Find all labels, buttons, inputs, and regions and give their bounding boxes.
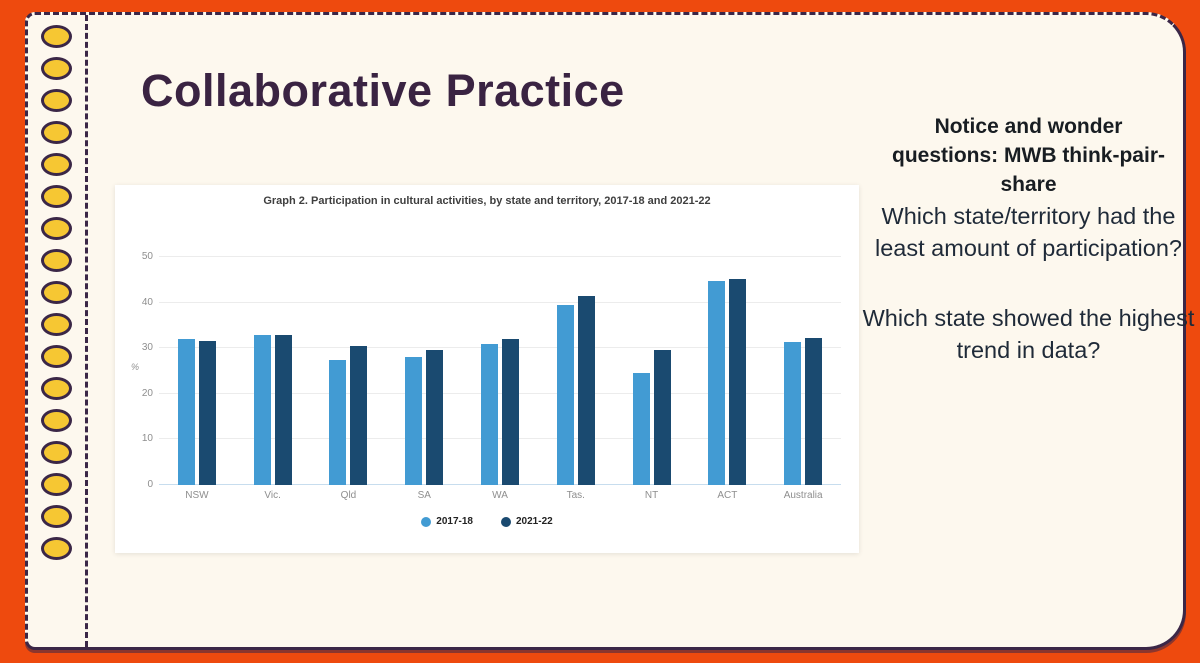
slide: Collaborative Practice Graph 2. Particip… bbox=[25, 12, 1194, 650]
bar-2017-18-act bbox=[708, 280, 726, 485]
decorative-dot bbox=[41, 441, 72, 464]
chart-legend: 2017-18 2021-22 bbox=[129, 516, 845, 527]
y-tick-label: 20 bbox=[141, 387, 153, 399]
grid-line bbox=[159, 438, 841, 440]
bar-group-act bbox=[689, 278, 765, 485]
x-tick-label: ACT bbox=[717, 490, 738, 501]
chart-panel: Graph 2. Participation in cultural activ… bbox=[115, 185, 859, 553]
side-panel: Notice and wonder questions: MWB think-p… bbox=[861, 113, 1196, 405]
bar-2017-18-vic bbox=[253, 334, 271, 485]
plot-area: 0 10 20 30 40 50 bbox=[142, 251, 841, 490]
decorative-dot bbox=[41, 409, 72, 432]
decorative-dot bbox=[41, 153, 72, 176]
y-tick-label: 50 bbox=[141, 251, 153, 262]
bar-2021-22-sa bbox=[426, 350, 444, 485]
y-axis-label: % bbox=[131, 361, 140, 372]
legend-item-2017-18: 2017-18 bbox=[421, 516, 473, 527]
x-tick-label: Vic. bbox=[264, 490, 281, 501]
bar-2021-22-australia bbox=[805, 338, 823, 485]
y-tick-label: 10 bbox=[141, 433, 153, 445]
bar-2017-18-wa bbox=[481, 343, 499, 485]
bar-2021-22-vic bbox=[274, 334, 292, 485]
x-tick-label: NT bbox=[644, 490, 659, 501]
bar-2021-22-tas bbox=[577, 295, 595, 485]
x-tick-label: Tas. bbox=[566, 490, 585, 501]
decorative-dot bbox=[41, 537, 72, 560]
decorative-dot bbox=[41, 505, 72, 528]
x-tick-label: SA bbox=[417, 490, 431, 501]
decorative-dot bbox=[41, 25, 72, 48]
decorative-dot bbox=[41, 121, 72, 144]
decorative-dot bbox=[41, 89, 72, 112]
decorative-dot bbox=[41, 313, 72, 336]
grid-line bbox=[159, 347, 841, 349]
grid-line bbox=[159, 256, 841, 257]
bar-group-nsw bbox=[159, 339, 235, 485]
bar-group-tas bbox=[538, 295, 614, 485]
x-tick-label: NSW bbox=[185, 490, 209, 501]
bar-2017-18-nt bbox=[632, 373, 650, 485]
bar-2021-22-nt bbox=[653, 350, 671, 485]
decorative-dot bbox=[41, 57, 72, 80]
decorative-dot bbox=[41, 345, 72, 368]
bar-group-vic bbox=[235, 334, 311, 485]
decorative-dot bbox=[41, 217, 72, 240]
bar-group-qld bbox=[311, 345, 387, 485]
decorative-dot bbox=[41, 473, 72, 496]
decorative-dot bbox=[41, 249, 72, 272]
y-tick-label: 0 bbox=[147, 479, 153, 490]
bar-2017-18-tas bbox=[556, 304, 574, 485]
x-tick-label: Australia bbox=[783, 490, 823, 501]
legend-item-2021-22: 2021-22 bbox=[501, 516, 553, 527]
decorative-dot bbox=[41, 377, 72, 400]
bar-2017-18-australia bbox=[784, 342, 802, 485]
bars-layer bbox=[159, 257, 841, 485]
chart-title: Graph 2. Participation in cultural activ… bbox=[263, 195, 711, 207]
decorative-dot bbox=[41, 185, 72, 208]
legend-swatch-icon bbox=[421, 516, 432, 527]
x-tick-label: WA bbox=[492, 490, 508, 501]
bar-2021-22-wa bbox=[502, 339, 520, 485]
bar-2021-22-act bbox=[729, 278, 747, 485]
bar-group-australia bbox=[765, 338, 841, 485]
y-tick-label: 40 bbox=[141, 296, 153, 308]
grid-line bbox=[159, 301, 841, 303]
bar-group-wa bbox=[462, 339, 538, 485]
question-2: Which state showed the highest trend in … bbox=[862, 305, 1195, 364]
plot-wrap: % 0 10 20 30 40 50 bbox=[131, 251, 841, 490]
slide-title: Collaborative Practice bbox=[141, 65, 625, 116]
legend-swatch-icon bbox=[501, 516, 511, 527]
bar-group-nt bbox=[614, 350, 690, 485]
bar-2017-18-sa bbox=[405, 357, 423, 485]
bar-2021-22-nsw bbox=[198, 341, 216, 485]
grid-line bbox=[159, 392, 841, 394]
x-tick-label: Qld bbox=[340, 490, 357, 501]
legend-label: 2021-22 bbox=[516, 516, 553, 527]
bar-2017-18-qld bbox=[329, 359, 347, 485]
y-tick-label: 30 bbox=[141, 342, 153, 354]
question-1: Which state/territory had the least amou… bbox=[875, 202, 1182, 262]
notes-heading: Notice and wonder questions: MWB think-p… bbox=[892, 115, 1165, 196]
bar-group-sa bbox=[386, 350, 462, 485]
bar-2021-22-qld bbox=[350, 345, 368, 485]
x-axis-baseline bbox=[159, 484, 841, 485]
decorative-dot bbox=[41, 281, 72, 304]
x-axis-labels: NSW Vic. Qld SA WA Tas. NT ACT Australia bbox=[159, 490, 841, 501]
decorative-dots-strip bbox=[28, 15, 88, 647]
bar-2017-18-nsw bbox=[177, 339, 195, 485]
legend-label: 2017-18 bbox=[436, 516, 473, 527]
